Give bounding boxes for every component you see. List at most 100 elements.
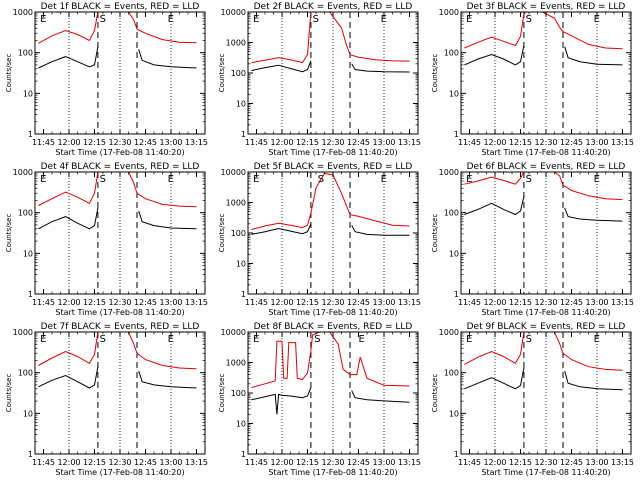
y-tick-label: 1 — [28, 450, 33, 459]
x-tick-label: 12:15 — [83, 298, 106, 307]
y-tick-label: 1000 — [13, 8, 33, 17]
x-tick-label: 12:15 — [509, 298, 532, 307]
phase-marker: E — [168, 174, 174, 185]
x-tick-label: 13:15 — [185, 298, 208, 307]
y-tick-label: 1 — [454, 130, 459, 139]
series-line-lld — [464, 332, 623, 371]
series-line-lld — [251, 172, 410, 230]
phase-marker: E — [40, 174, 46, 185]
series-line-events — [464, 196, 623, 222]
x-tick-label: 13:15 — [611, 138, 634, 147]
series-line-events — [38, 46, 197, 69]
phase-marker: S — [100, 174, 106, 185]
panel-title: Det 8f BLACK = Events, RED = LLD — [254, 322, 413, 332]
phase-marker: S — [526, 14, 532, 25]
panel-title: Det 7f BLACK = Events, RED = LLD — [41, 322, 200, 332]
y-tick-label: 1000 — [226, 39, 246, 48]
x-tick-label: 12:15 — [296, 138, 319, 147]
x-tick-label: 12:15 — [296, 298, 319, 307]
x-tick-label: 11:45 — [458, 298, 481, 307]
x-tick-label: 13:00 — [159, 458, 182, 467]
phase-marker: E — [253, 174, 259, 185]
x-tick-label: 11:45 — [458, 138, 481, 147]
phase-marker: E — [168, 334, 174, 345]
y-tick-label: 100 — [231, 389, 246, 398]
x-tick-label: 13:00 — [372, 138, 395, 147]
y-axis-label: Counts/sec — [431, 54, 439, 93]
y-tick-label: 1 — [241, 130, 246, 139]
x-tick-label: 12:30 — [108, 138, 131, 147]
y-tick-label: 10 — [23, 249, 33, 258]
phase-marker: E — [253, 334, 259, 345]
y-tick-label: 100 — [444, 369, 459, 378]
y-tick-label: 100 — [231, 69, 246, 78]
x-tick-label: 11:45 — [32, 458, 55, 467]
series-line-events — [38, 207, 197, 230]
phase-marker: S — [100, 14, 106, 25]
y-tick-label: 10 — [449, 89, 459, 98]
x-tick-label: 13:00 — [585, 138, 608, 147]
x-tick-label: 12:30 — [108, 458, 131, 467]
x-axis-label: Start Time (17-Feb-08 11:40:20) — [481, 148, 610, 157]
phase-marker: E — [168, 14, 174, 25]
y-axis-label: Counts/sec — [431, 374, 439, 413]
phase-marker: E — [40, 334, 46, 345]
x-tick-label: 13:15 — [185, 458, 208, 467]
panel-det-6: Det 6f BLACK = Events, RED = LLD E S E 1 10 10… — [431, 162, 634, 317]
panel-title: Det 1f BLACK = Events, RED = LLD — [41, 2, 200, 12]
y-tick-label: 1000 — [439, 168, 459, 177]
x-axis-label: Start Time (17-Feb-08 11:40:20) — [55, 148, 184, 157]
x-tick-label: 12:45 — [560, 298, 583, 307]
x-tick-label: 12:00 — [57, 458, 80, 467]
y-tick-label: 100 — [18, 209, 33, 218]
y-tick-label: 1 — [241, 290, 246, 299]
x-tick-label: 11:45 — [245, 298, 268, 307]
panel-title: Det 9f BLACK = Events, RED = LLD — [467, 322, 626, 332]
x-tick-label: 12:00 — [270, 138, 293, 147]
y-tick-label: 10 — [23, 409, 33, 418]
x-tick-label: 13:15 — [398, 298, 421, 307]
y-tick-label: 1 — [454, 290, 459, 299]
phase-marker: E — [359, 334, 365, 345]
x-axis-label: Start Time (17-Feb-08 11:40:20) — [268, 308, 397, 317]
y-axis-label: Counts/sec — [218, 374, 226, 413]
x-tick-label: 12:30 — [321, 138, 344, 147]
y-tick-label: 10 — [236, 100, 246, 109]
y-axis-label: Counts/sec — [5, 54, 13, 93]
x-tick-label: 12:30 — [321, 298, 344, 307]
y-tick-label: 1000 — [226, 199, 246, 208]
phase-marker: E — [40, 14, 46, 25]
panel-det-7: Det 7f BLACK = Events, RED = LLD E S E 1 10 10… — [5, 322, 208, 477]
y-tick-label: 1 — [454, 450, 459, 459]
x-tick-label: 12:45 — [134, 298, 157, 307]
x-tick-label: 12:15 — [83, 458, 106, 467]
x-tick-label: 12:30 — [534, 298, 557, 307]
y-tick-label: 1000 — [13, 328, 33, 337]
x-tick-label: 13:15 — [185, 138, 208, 147]
series-line-events — [464, 45, 623, 66]
series-line-events — [38, 366, 197, 389]
panel-title: Det 3f BLACK = Events, RED = LLD — [467, 2, 626, 12]
x-tick-label: 12:45 — [560, 458, 583, 467]
x-tick-label: 12:15 — [509, 458, 532, 467]
y-tick-label: 100 — [444, 209, 459, 218]
x-tick-label: 13:15 — [398, 458, 421, 467]
x-tick-label: 12:30 — [108, 298, 131, 307]
panel-det-9: Det 9f BLACK = Events, RED = LLD E S E 1 10 10… — [431, 322, 634, 477]
series-line-events — [251, 60, 410, 73]
x-tick-label: 12:15 — [296, 458, 319, 467]
y-tick-label: 10 — [449, 249, 459, 258]
y-tick-label: 100 — [18, 369, 33, 378]
x-tick-label: 13:00 — [372, 298, 395, 307]
phase-marker: E — [466, 14, 472, 25]
x-tick-label: 12:45 — [560, 138, 583, 147]
x-tick-label: 12:30 — [321, 458, 344, 467]
x-tick-label: 11:45 — [32, 298, 55, 307]
x-tick-label: 13:15 — [611, 458, 634, 467]
x-axis-label: Start Time (17-Feb-08 11:40:20) — [481, 308, 610, 317]
x-tick-label: 13:00 — [585, 298, 608, 307]
series-line-events — [251, 387, 410, 415]
y-tick-label: 1 — [28, 130, 33, 139]
series-line-lld — [251, 12, 410, 64]
x-tick-label: 11:45 — [32, 138, 55, 147]
